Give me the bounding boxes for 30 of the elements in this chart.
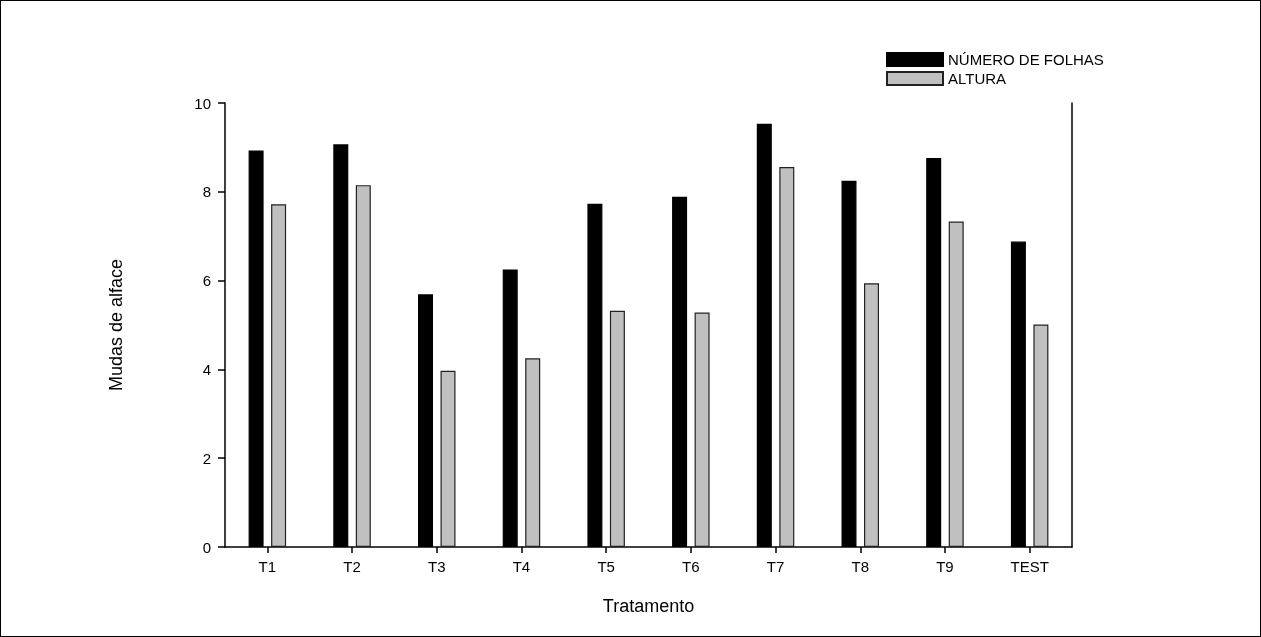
y-axis-title: Mudas de alface bbox=[106, 258, 126, 392]
bar bbox=[1033, 324, 1049, 547]
bar bbox=[440, 370, 456, 547]
bar bbox=[948, 221, 964, 547]
bar bbox=[864, 283, 879, 547]
x-tick-label: T6 bbox=[682, 558, 700, 575]
legend-label: ALTURA bbox=[948, 70, 1007, 87]
y-tick-label: 10 bbox=[194, 94, 211, 112]
bar bbox=[355, 185, 371, 547]
x-axis-title: Tratamento bbox=[602, 596, 695, 616]
x-tick-label: T8 bbox=[851, 558, 870, 575]
x-tick-label: T2 bbox=[343, 558, 361, 575]
bar bbox=[271, 204, 287, 547]
x-tick-label: TEST bbox=[1010, 558, 1049, 575]
x-tick-label: T4 bbox=[512, 558, 531, 575]
y-tick-label: 2 bbox=[202, 449, 211, 467]
bar bbox=[779, 166, 795, 547]
x-tick-label: T3 bbox=[427, 558, 446, 575]
legend-label: NÚMERO DE FOLHAS bbox=[948, 51, 1104, 68]
y-tick-label: 6 bbox=[202, 272, 211, 290]
bar bbox=[694, 312, 710, 547]
x-tick-label: T1 bbox=[258, 558, 277, 575]
x-tick-label: T7 bbox=[766, 558, 785, 575]
bar bbox=[525, 358, 541, 547]
y-tick-label: 8 bbox=[202, 183, 211, 201]
y-tick-label: 0 bbox=[202, 538, 211, 556]
x-tick-label: T9 bbox=[936, 558, 954, 575]
y-tick-label: 4 bbox=[202, 360, 211, 378]
x-tick-label: T5 bbox=[597, 558, 615, 575]
bar bbox=[609, 310, 625, 547]
